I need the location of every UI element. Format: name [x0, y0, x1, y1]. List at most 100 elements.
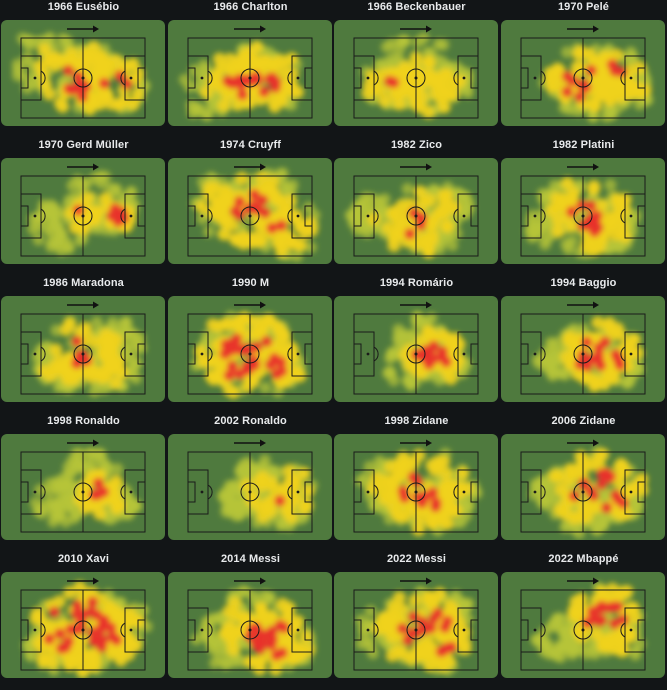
heat-blob	[615, 66, 627, 78]
heat-blob	[219, 317, 233, 331]
pitch-heatmap	[501, 572, 665, 678]
heat-blob	[214, 205, 228, 219]
player-title: 1986 Maradona	[43, 277, 124, 289]
heat-blob	[422, 75, 436, 88]
player-title: 1970 Gerd Müller	[38, 139, 129, 151]
heat-blob	[112, 498, 126, 512]
heat-blob	[424, 642, 437, 656]
pitch-heatmap	[168, 572, 332, 678]
heat-layer	[360, 32, 474, 119]
player-title: 2022 Messi	[386, 553, 447, 565]
right-arrow-icon	[67, 439, 99, 447]
heat-blob	[440, 517, 454, 531]
heat-blob	[130, 372, 142, 385]
heat-blob	[119, 316, 132, 329]
pitch-heatmap	[1, 158, 165, 264]
heat-layer	[190, 310, 307, 399]
heat-blob	[396, 459, 410, 473]
heat-blob	[87, 659, 101, 673]
pitch-heatmap	[334, 20, 498, 126]
heat-blob	[52, 500, 65, 513]
player-title: 1966 Charlton	[213, 1, 288, 13]
pitch-lines	[353, 451, 479, 533]
heat-blob	[236, 89, 248, 101]
heat-blob	[46, 210, 59, 223]
heat-blob	[217, 98, 231, 112]
heat-blob	[607, 238, 620, 251]
heat-blob	[107, 631, 119, 643]
heat-blob	[612, 591, 626, 605]
heat-blob	[190, 633, 203, 646]
right-arrow-icon	[234, 577, 266, 585]
heat-blob	[591, 316, 605, 330]
heat-blob	[387, 600, 401, 614]
heat-blob	[411, 476, 423, 488]
player-heatmap-card: 1966 Eusébio	[0, 0, 167, 138]
heat-blob	[398, 76, 412, 89]
pitch-lines	[520, 313, 646, 395]
heat-blob	[430, 501, 442, 513]
player-heatmap-card: 2006 Zidane	[500, 414, 667, 552]
heat-blob	[551, 224, 565, 238]
player-heatmap-card: 2010 Xavi	[0, 552, 167, 690]
heat-blob	[42, 87, 56, 101]
heat-blob	[208, 181, 222, 195]
heat-blob	[459, 190, 472, 203]
heat-blob	[203, 225, 216, 238]
heat-blob	[92, 477, 104, 489]
heat-blob	[392, 97, 406, 111]
heat-blob	[283, 194, 297, 207]
player-heatmap-card: 1970 Pelé	[500, 0, 667, 138]
heat-blob	[539, 195, 552, 208]
heat-blob	[86, 335, 100, 349]
heat-blob	[31, 351, 44, 364]
heat-blob	[554, 483, 568, 497]
player-heatmap-card: 2022 Messi	[333, 552, 500, 690]
heat-blob	[43, 477, 56, 490]
heat-blob	[441, 88, 455, 102]
heat-blob	[263, 73, 275, 85]
heat-blob	[62, 461, 75, 474]
heat-blob	[561, 86, 573, 98]
pitch-heatmap	[1, 434, 165, 540]
heat-blob	[395, 65, 408, 79]
heat-blob	[372, 195, 385, 207]
heat-blob	[437, 455, 451, 468]
player-title: 1966 Eusébio	[47, 1, 120, 13]
pitch-heatmap	[501, 296, 665, 402]
heat-blob	[249, 230, 263, 244]
heat-blob	[415, 334, 429, 348]
heat-blob	[33, 610, 47, 624]
player-heatmap-card: 1990 M	[167, 276, 334, 414]
heat-layer	[190, 585, 316, 676]
heat-blob	[95, 177, 108, 190]
player-title: 1966 Beckenbauer	[367, 1, 466, 13]
heat-blob	[380, 41, 393, 53]
heat-blob	[426, 509, 440, 523]
heat-blob	[426, 216, 440, 230]
heat-blob	[441, 642, 453, 654]
right-arrow-icon	[400, 439, 432, 447]
right-arrow-icon	[400, 577, 432, 585]
heat-blob	[58, 478, 71, 491]
heat-blob	[551, 469, 565, 483]
heat-blob	[605, 105, 618, 118]
heat-blob	[83, 363, 97, 377]
player-title: 1982 Zico	[390, 139, 443, 151]
heat-blob	[433, 243, 446, 256]
player-title: 1998 Zidane	[384, 415, 449, 427]
player-title: 1994 Romário	[379, 277, 454, 289]
heat-blob	[418, 623, 430, 635]
heat-blob	[110, 183, 123, 196]
pitch-svg	[334, 20, 498, 126]
pitch-svg	[168, 572, 332, 678]
heat-blob	[595, 198, 609, 212]
heat-blob	[378, 94, 391, 108]
heat-blob	[604, 179, 617, 191]
heat-blob	[401, 182, 414, 195]
heat-blob	[275, 220, 287, 231]
pitch-svg	[334, 296, 498, 402]
heat-blob	[589, 627, 603, 641]
heat-blob	[222, 195, 236, 209]
